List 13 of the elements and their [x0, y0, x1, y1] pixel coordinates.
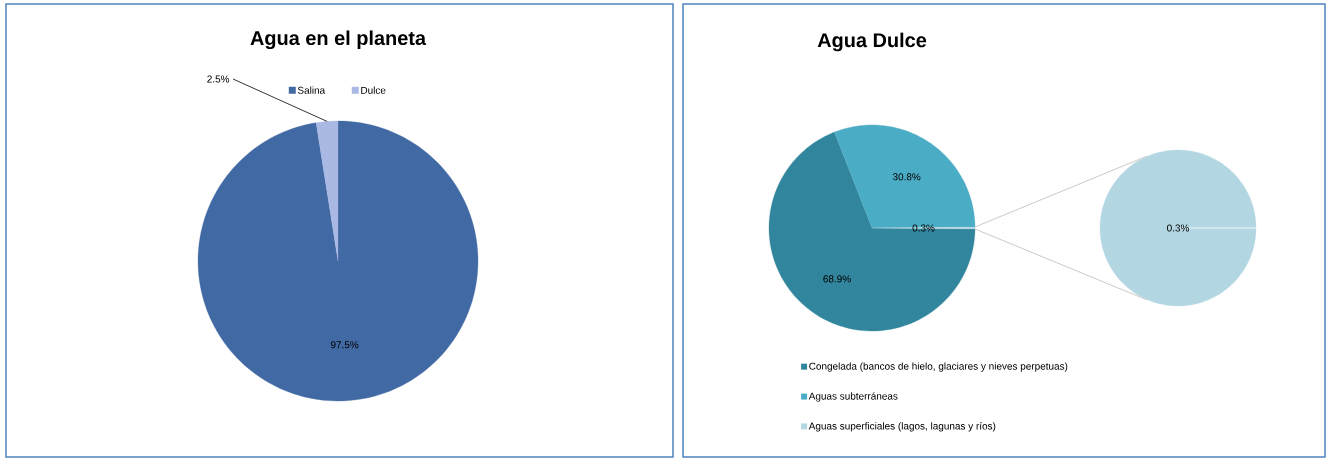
data-label: 0.3%: [1167, 224, 1190, 232]
legend-label: Dulce: [361, 86, 386, 94]
legend-label: Congelada (bancos de hielo, glaciares y nieves perpetuas): [809, 362, 1068, 372]
chart-title: Agua Dulce: [817, 32, 927, 52]
legend-label: Aguas superficiales (lagos, lagunas y ríos): [808, 422, 996, 432]
data-label: 2.5%: [207, 75, 230, 83]
chart-title: Agua en el planeta: [250, 30, 427, 50]
data-label: 30.8%: [892, 173, 921, 181]
legend-label: Aguas subterráneas: [808, 392, 898, 402]
data-label: 68.9%: [823, 275, 851, 283]
legend-label: Salina: [297, 86, 326, 94]
data-label: 97.5%: [330, 341, 359, 349]
data-label: 0.3%: [912, 224, 935, 232]
